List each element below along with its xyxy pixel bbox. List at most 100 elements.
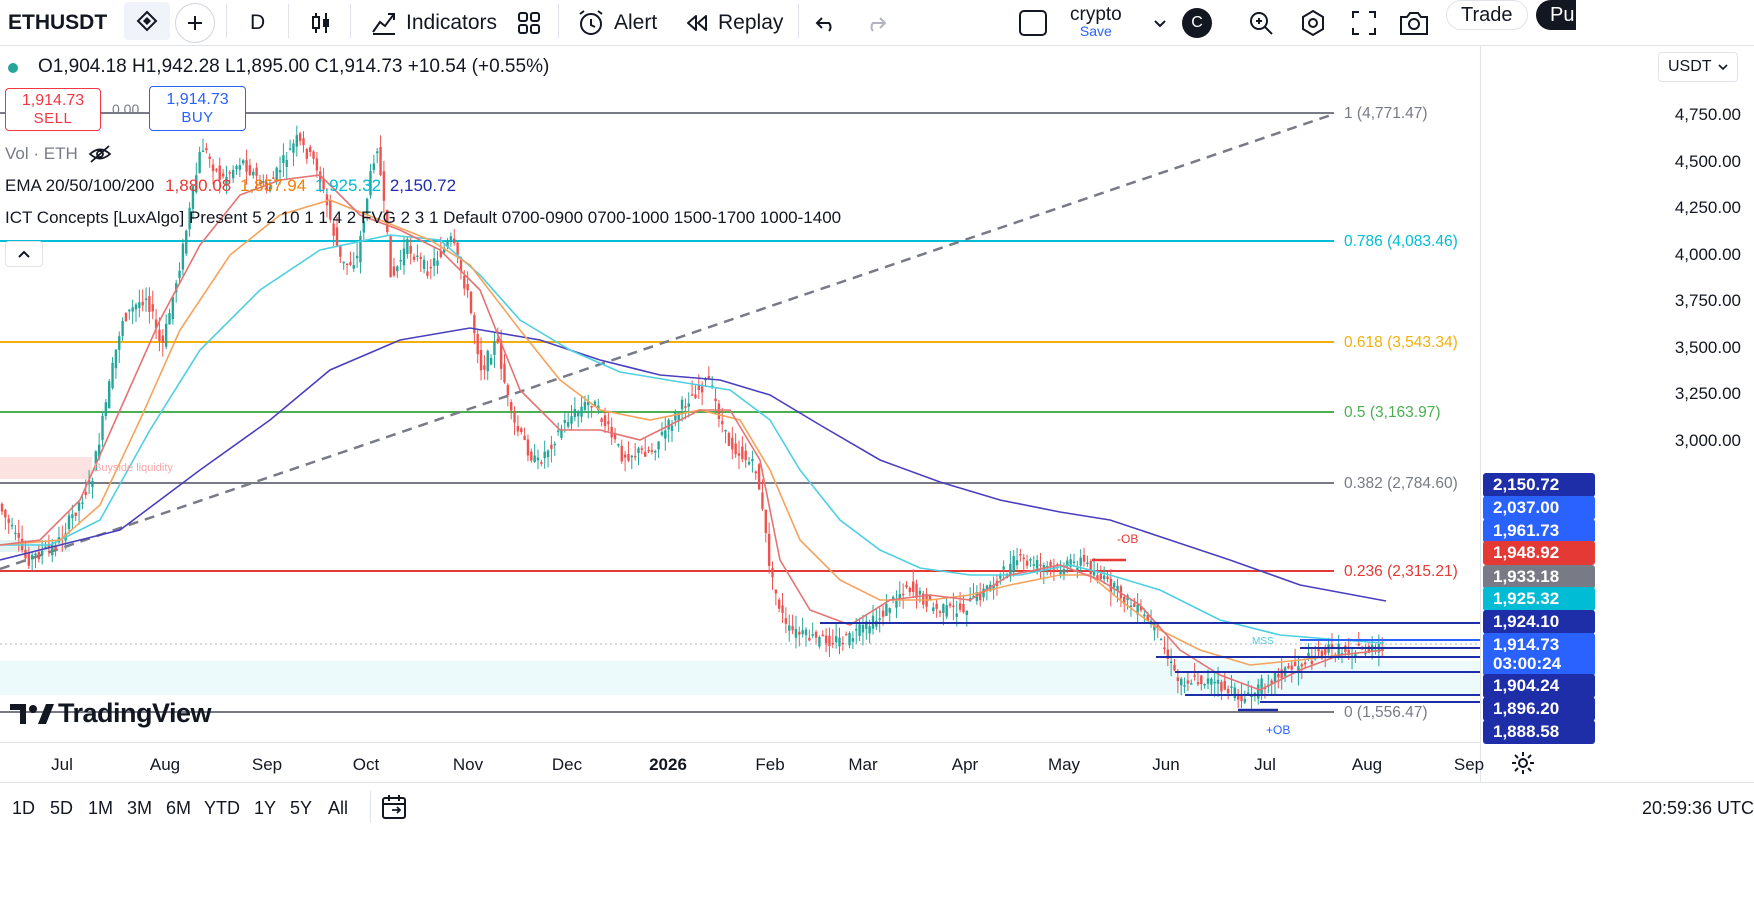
candle-body [757, 464, 761, 490]
candle-body [1213, 681, 1216, 684]
range-button-6m[interactable]: 6M [166, 798, 192, 818]
replay-button[interactable]: Replay [684, 0, 783, 46]
layout-menu-button[interactable] [1152, 0, 1168, 46]
candle-body [613, 433, 617, 440]
live-dot-icon [6, 59, 20, 81]
candle-body [680, 399, 684, 410]
utc-clock[interactable]: 20:59:36 UTC [1642, 798, 1754, 819]
candle-body [577, 411, 580, 417]
collapse-legend-button[interactable] [5, 241, 43, 267]
fullscreen-button[interactable] [1350, 0, 1378, 46]
ema100-line[interactable] [0, 234, 1385, 644]
hidden-eye-icon[interactable] [88, 144, 112, 170]
candle-body [1139, 606, 1143, 611]
divider [558, 4, 559, 38]
candle-body [1287, 666, 1290, 669]
candle-body [131, 307, 134, 312]
indicators-button[interactable]: Indicators [370, 0, 497, 46]
chart-pane[interactable]: 1 (4,771.47) 0.786 (4,083.46) 0.618 (3,543… [0, 46, 1480, 742]
candle-body [499, 340, 503, 369]
candle-body [1066, 560, 1069, 566]
alert-button[interactable]: Alert [576, 0, 657, 46]
candle-body [211, 164, 215, 172]
candle-body [231, 170, 235, 179]
range-button-all[interactable]: All [328, 798, 349, 818]
top-toolbar: ETHUSDT D Indicators Alert [0, 0, 1754, 46]
snapshot-button[interactable] [1398, 0, 1430, 46]
price-chart[interactable]: 1 (4,771.47) 0.786 (4,083.46) 0.618 (3,543… [0, 46, 1480, 742]
publish-button[interactable]: Pu [1536, 0, 1576, 30]
ema200-line[interactable] [0, 327, 1387, 602]
range-button-5y[interactable]: 5Y [290, 798, 313, 818]
layout-name-button[interactable]: crypto Save [1070, 0, 1122, 46]
watchlist-button[interactable] [124, 2, 170, 40]
range-button-3m[interactable]: 3M [127, 798, 153, 818]
candle-body [660, 431, 664, 435]
ema20-value: 1,880.08 [165, 176, 232, 195]
quick-search-button[interactable] [1246, 0, 1276, 46]
symbol-search[interactable]: ETHUSDT [8, 0, 107, 46]
ict-indicator-legend[interactable]: ICT Concepts [LuxAlgo] Present 5 2 10 1 … [5, 208, 841, 228]
time-axis[interactable]: Jul Aug Sep Oct Nov Dec 2026 Feb Mar Apr May Jun Jul… [0, 742, 1484, 782]
candle-body [774, 589, 778, 594]
candle-body [754, 471, 757, 474]
candle-body [1280, 669, 1283, 679]
candle-body [382, 171, 386, 201]
divider [226, 4, 227, 38]
camera-icon [1398, 9, 1430, 37]
candle-body [630, 455, 633, 458]
settings-button[interactable] [1298, 0, 1328, 46]
buy-button[interactable]: 1,914.73 BUY [149, 86, 246, 131]
candle-body [332, 223, 335, 236]
time-tick-label: Jul [1254, 755, 1276, 774]
ohlc-values: O1,904.18 H1,942.28 L1,895.00 C1,914.73 … [38, 56, 550, 77]
candle-body [533, 455, 536, 462]
ema-legend[interactable]: EMA 20/50/100/200 1,880.08 1,857.94 1,92… [5, 176, 456, 196]
ema20-line[interactable] [0, 174, 1385, 691]
range-button-ytd[interactable]: YTD [204, 798, 240, 818]
date-range-button[interactable] [380, 793, 408, 826]
candle-body [201, 150, 205, 153]
sell-button[interactable]: 1,914.73 SELL [5, 88, 101, 131]
tradingview-logo[interactable]: TradingView [10, 698, 212, 729]
bottom-toolbar: 1D 5D 1M 3M 6M YTD 1Y 5Y All 20:59:36 UTC [0, 782, 1754, 832]
candle-body [198, 152, 201, 174]
chart-type-button[interactable] [308, 0, 334, 46]
candle-body [962, 604, 965, 613]
candlestick-series[interactable] [0, 125, 1384, 709]
candle-body [315, 158, 319, 171]
candle-body [1257, 684, 1260, 699]
templates-button[interactable] [516, 0, 542, 46]
chevron-down-icon [1717, 53, 1729, 91]
trade-button[interactable]: Trade [1446, 0, 1528, 30]
candle-body [530, 451, 533, 461]
candle-body [566, 422, 570, 427]
candle-body [781, 605, 784, 614]
undo-button[interactable] [814, 0, 838, 46]
axis-settings-button[interactable] [1510, 750, 1536, 781]
candle-body [778, 599, 781, 609]
time-tick-label: Aug [1351, 755, 1383, 774]
candles-icon [308, 10, 334, 36]
interval-button[interactable]: D [250, 0, 265, 46]
time-tick-label: Apr [951, 755, 979, 774]
candle-body [1002, 566, 1005, 570]
gear-icon [1510, 752, 1536, 780]
compare-symbol-button[interactable] [175, 3, 215, 43]
layout-select-button[interactable] [1018, 0, 1048, 46]
currency-selector[interactable]: USDT [1658, 52, 1738, 82]
candle-body [185, 230, 188, 254]
ema50-line[interactable] [0, 199, 1385, 666]
price-axis[interactable]: 4,750.00 4,500.00 4,250.00 4,000.00 3,750.00… [1480, 46, 1754, 830]
range-button-1m[interactable]: 1M [88, 798, 114, 818]
redo-button[interactable] [864, 0, 888, 46]
range-button-1y[interactable]: 1Y [254, 798, 277, 818]
user-avatar[interactable]: C [1182, 8, 1212, 38]
candle-body [1009, 563, 1012, 577]
candle-body [238, 165, 242, 170]
fib-trend-line[interactable] [0, 112, 1335, 571]
range-button-1d[interactable]: 1D [12, 798, 36, 818]
chevron-down-icon [1152, 15, 1168, 31]
range-button-5d[interactable]: 5D [50, 798, 74, 818]
volume-legend[interactable]: Vol · ETH [5, 144, 78, 164]
